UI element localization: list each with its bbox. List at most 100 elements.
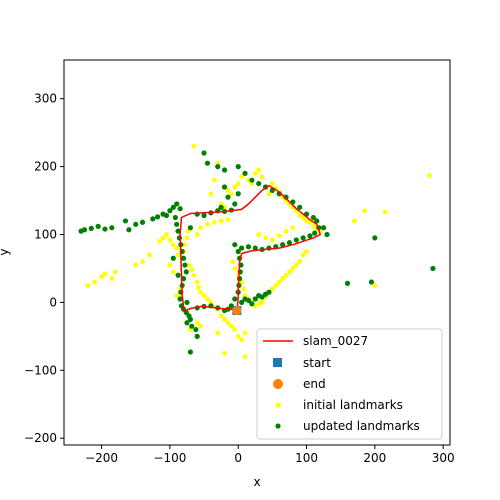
- initial-landmark-point: [280, 276, 285, 281]
- initial-landmark-point: [113, 269, 118, 274]
- x-tick-label: −100: [153, 451, 186, 465]
- initial-landmark-point: [198, 290, 203, 295]
- updated-landmark-point: [188, 349, 193, 354]
- initial-landmark-point: [195, 320, 200, 325]
- initial-landmark-point: [198, 324, 203, 329]
- initial-landmark-point: [147, 252, 152, 257]
- initial-landmark-point: [161, 236, 166, 241]
- legend-initial-label: initial landmarks: [303, 398, 403, 412]
- y-axis-label: y: [0, 248, 11, 255]
- updated-landmark-point: [246, 244, 251, 249]
- updated-landmark-point: [222, 167, 227, 172]
- x-tick-label: 0: [234, 451, 242, 465]
- initial-landmark-point: [290, 225, 295, 230]
- updated-landmark-point: [82, 227, 87, 232]
- updated-landmark-point: [301, 235, 306, 240]
- y-tick-label: 100: [34, 228, 57, 242]
- initial-landmark-point: [196, 285, 201, 290]
- initial-landmark-point: [260, 174, 265, 179]
- initial-landmark-point: [205, 222, 210, 227]
- initial-landmark-point: [362, 208, 367, 213]
- updated-landmark-point: [215, 164, 220, 169]
- initial-landmark-point: [92, 280, 97, 285]
- initial-landmark-point: [171, 269, 176, 274]
- legend-start-label: start: [303, 356, 331, 370]
- initial-landmark-point: [273, 283, 278, 288]
- x-tick-label: 300: [432, 451, 455, 465]
- x-tick-label: 100: [295, 451, 318, 465]
- initial-landmark-point: [383, 210, 388, 215]
- legend-updated-swatch: [275, 423, 280, 428]
- initial-landmark-point: [215, 331, 220, 336]
- initial-landmark-point: [202, 293, 207, 298]
- updated-landmark-point: [345, 281, 350, 286]
- initial-landmark-point: [176, 252, 181, 257]
- updated-landmark-point: [171, 256, 176, 261]
- y-tick-label: −100: [24, 363, 57, 377]
- initial-landmark-point: [270, 238, 275, 243]
- updated-landmark-point: [140, 220, 145, 225]
- initial-landmark-point: [208, 191, 213, 196]
- updated-landmark-point: [175, 273, 180, 278]
- initial-landmark-point: [229, 324, 234, 329]
- legend-updated-label: updated landmarks: [303, 419, 420, 433]
- initial-landmark-point: [212, 178, 217, 183]
- start-end-layer: [232, 306, 241, 315]
- initial-landmark-point: [243, 331, 248, 336]
- updated-landmark-point: [133, 222, 138, 227]
- updated-landmark-point: [174, 201, 179, 206]
- y-tick-label: −200: [24, 431, 57, 445]
- initial-landmark-point: [189, 267, 194, 272]
- initial-landmark-point: [284, 273, 289, 278]
- initial-landmark-point: [230, 259, 235, 264]
- updated-landmark-point: [232, 242, 237, 247]
- updated-landmark-point: [312, 231, 317, 236]
- initial-landmark-point: [140, 259, 145, 264]
- initial-landmark-point: [226, 217, 231, 222]
- updated-landmark-point: [256, 181, 261, 186]
- updated-landmark-point: [236, 164, 241, 169]
- updated-landmark-point: [189, 324, 194, 329]
- y-tick-label: 300: [34, 92, 57, 106]
- initial-landmark-point: [191, 273, 196, 278]
- initial-landmark-point: [352, 219, 357, 224]
- initial-landmark-point: [260, 300, 265, 305]
- updated-landmark-point: [266, 290, 271, 295]
- x-tick-label: 200: [363, 451, 386, 465]
- updated-landmark-point: [164, 213, 169, 218]
- legend-end-label: end: [303, 377, 326, 391]
- updated-landmark-point: [109, 225, 114, 230]
- initial-landmark-point: [301, 252, 306, 257]
- initial-landmark-point: [171, 242, 176, 247]
- initial-landmark-point: [253, 171, 258, 176]
- initial-landmark-point: [236, 334, 241, 339]
- legend-start-swatch: [273, 358, 282, 367]
- initial-landmark-point: [164, 232, 169, 237]
- updated-landmark-point: [193, 327, 198, 332]
- initial-landmark-point: [427, 173, 432, 178]
- initial-landmark-point: [222, 351, 227, 356]
- initial-landmark-point: [297, 259, 302, 264]
- initial-landmark-point: [219, 314, 224, 319]
- updated-landmark-point: [195, 334, 200, 339]
- y-tick-label: 200: [34, 160, 57, 174]
- updated-landmark-point: [201, 213, 206, 218]
- initial-landmark-point: [195, 280, 200, 285]
- updated-landmark-point: [249, 178, 254, 183]
- updated-landmark-point: [188, 225, 193, 230]
- updated-landmark-point: [182, 262, 187, 267]
- initial-landmark-point: [226, 320, 231, 325]
- updated-landmark-point: [222, 184, 227, 189]
- x-tick-label: −200: [85, 451, 118, 465]
- legend: slam_0027 start end initial landmarks up…: [257, 329, 442, 439]
- updated-landmark-point: [232, 201, 237, 206]
- initial-landmark-point: [277, 280, 282, 285]
- updated-landmark-point: [232, 296, 237, 301]
- initial-landmark-point: [256, 168, 261, 173]
- updated-landmark-point: [294, 237, 299, 242]
- initial-landmark-point: [239, 337, 244, 342]
- updated-landmark-point: [430, 266, 435, 271]
- initial-landmark-point: [174, 246, 179, 251]
- updated-landmark-point: [150, 216, 155, 221]
